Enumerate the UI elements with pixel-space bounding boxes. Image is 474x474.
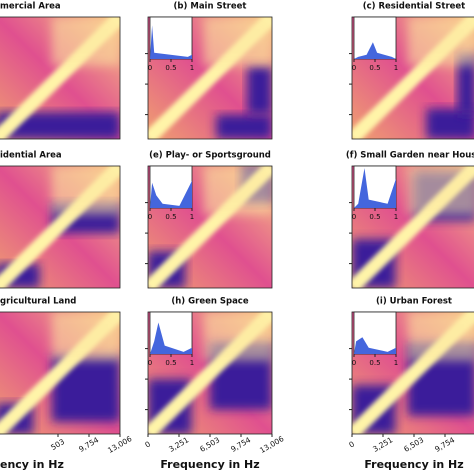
inset-tick-label: 1	[190, 213, 194, 221]
inset-bg	[149, 16, 193, 60]
x-axis-label: Frequency in Hz	[160, 458, 259, 471]
x-tick-label: 13,006	[258, 434, 285, 455]
heatmap-frame	[351, 165, 474, 289]
inset-tick-label: 0	[352, 64, 356, 72]
inset-tick-label: 0.5	[165, 64, 176, 72]
panel: gricultural Land 503 9,754 13,006 ency in Hz	[0, 297, 134, 471]
heatmap-frame	[351, 16, 474, 140]
heatmap-corner	[407, 312, 474, 361]
heatmap-corner	[51, 166, 120, 215]
inset-tick-label: 1	[190, 64, 194, 72]
panel: (h) Green Space 0 0.5 1 0 3,251 6,503 9,754 13,0…	[143, 297, 285, 472]
x-tick-label: 3,251	[167, 435, 190, 454]
x-tick-label: 6,503	[198, 435, 221, 454]
x-tick-label: 3,251	[371, 435, 394, 454]
x-tick-label: 6,503	[402, 435, 425, 454]
inset-tick-label: 0	[148, 359, 152, 367]
panel-title: (c) Residential Street	[363, 2, 466, 12]
inset-tick-label: 0.5	[369, 213, 380, 221]
heatmap-corner	[407, 17, 474, 66]
inset-tick-label: 0.5	[369, 359, 380, 367]
heatmap-corner	[203, 312, 272, 361]
heatmap-corner	[407, 166, 474, 215]
inset-tick-label: 0.5	[165, 359, 176, 367]
x-tick-label: 9,754	[77, 435, 100, 454]
panel-title: idential Area	[0, 151, 62, 161]
panel: (c) Residential Street 0 0.5 1	[349, 2, 474, 140]
heatmap	[148, 17, 272, 139]
inset-histogram	[150, 322, 192, 354]
x-tick-label: 9,754	[433, 435, 456, 454]
panel: (e) Play- or Sportsground 0 0.5 1	[145, 151, 273, 289]
panel: (f) Small Garden near House 0 0.5 1	[346, 151, 474, 289]
panel-title: (i) Urban Forest	[376, 297, 452, 307]
panel-title: gricultural Land	[0, 297, 76, 307]
inset-tick-label: 1	[394, 64, 398, 72]
x-tick-label: 0	[143, 439, 152, 449]
panel-title: mercial Area	[0, 2, 61, 12]
heatmap	[0, 17, 120, 139]
inset-tick-label: 0	[148, 64, 152, 72]
heatmap-corner	[203, 17, 272, 66]
inset-histogram	[354, 42, 396, 59]
panel-title: (e) Play- or Sportsground	[149, 151, 271, 161]
heatmap-frame	[147, 165, 273, 289]
panel-title: (b) Main Street	[174, 2, 247, 12]
panel-title: (h) Green Space	[171, 297, 248, 307]
inset-tick-label: 0	[352, 213, 356, 221]
inset-tick-label: 0	[148, 213, 152, 221]
heatmap-region	[457, 53, 474, 115]
x-tick-label: 0	[347, 439, 356, 449]
inset-tick-label: 0.5	[369, 64, 380, 72]
heatmap-corner	[203, 166, 272, 215]
panel: (i) Urban Forest 0 0.5 1 0 3,251 6,503 9,754 Fre…	[347, 297, 474, 471]
x-axis-label: ency in Hz	[0, 458, 64, 471]
inset-tick-label: 1	[190, 359, 194, 367]
heatmap	[0, 312, 120, 434]
inset-histogram	[150, 25, 192, 59]
inset-histogram	[150, 180, 192, 208]
heatmap	[148, 312, 272, 434]
heatmap-region	[216, 114, 272, 139]
panel-title: (f) Small Garden near House	[346, 151, 474, 161]
heatmap-frame	[0, 165, 121, 289]
x-tick-label: 9,754	[229, 435, 252, 454]
panel: mercial Area	[0, 2, 121, 140]
inset-histogram	[354, 168, 396, 208]
inset-histogram	[354, 337, 396, 354]
inset-tick-label: 1	[394, 213, 398, 221]
inset-tick-label: 1	[394, 359, 398, 367]
heatmap-region	[247, 65, 272, 115]
inset-tick-label: 0.5	[165, 213, 176, 221]
panel: idential Area	[0, 151, 121, 289]
x-axis-label: Frequency in Hz	[364, 458, 463, 471]
x-tick-label: 503	[49, 437, 66, 452]
heatmap-frame	[147, 16, 273, 140]
heatmap-corner	[51, 312, 120, 361]
x-tick-label: 13,006	[106, 434, 133, 455]
inset-tick-label: 0	[352, 359, 356, 367]
heatmap	[0, 166, 120, 288]
heatmap-frame	[0, 16, 121, 140]
panel: (b) Main Street 0 0.5 1	[145, 2, 273, 140]
heatmap-corner	[51, 17, 120, 66]
